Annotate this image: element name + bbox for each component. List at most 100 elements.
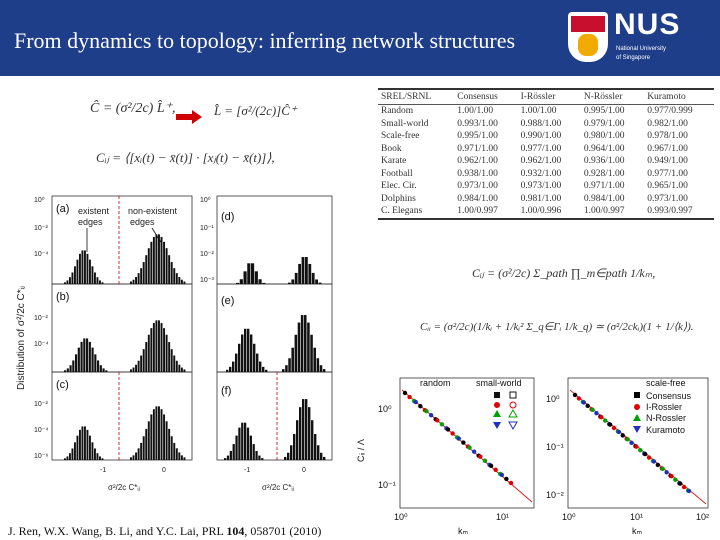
histogram-bar [160,323,163,372]
citation-authors: J. Ren, W.X. Wang, B. Li, and Y.C. Lai, … [8,524,227,538]
citation-volume: 104 [226,524,245,538]
histogram-bar [180,367,183,372]
histogram-bar [155,320,158,372]
table-cell: 0.962/1.00 [457,156,498,166]
histogram-bar [258,279,262,284]
table-cell: 0.962/1.00 [520,156,562,166]
histogram-bar [130,281,132,284]
histogram-bar [91,266,94,284]
xtick: -1 [100,467,106,474]
table-cell: 0.979/1.00 [583,118,625,129]
histogram-bar [253,343,256,372]
histogram-bar [305,257,308,284]
table-cell: Elec. Cir. [381,181,417,191]
table-cell: 0.932/1.00 [520,168,562,179]
histogram-bar [262,282,266,284]
ytick-right: 10⁻² [200,251,214,258]
table-cell: 1.00/0.996 [517,205,581,220]
panel-label-d: (d) [221,211,234,223]
ytick: 10⁻² [34,315,48,322]
histogram-bar [173,268,176,284]
scatter-point [445,427,451,432]
histogram-bar [83,338,86,372]
histogram-bar [66,368,69,372]
legend-marker-irossler-left [494,402,500,408]
histogram-bar [142,349,145,372]
histogram-bar [80,341,83,372]
histogram-bar [173,442,176,460]
histogram-bar [86,253,89,284]
histogram-bar [163,241,166,284]
table-cell: 0.965/1.00 [647,181,688,191]
histogram-bar [86,429,89,460]
scatter-point [599,414,604,420]
header-bar: From dynamics to topology: inferring net… [0,0,720,76]
scatter-point [660,466,665,472]
histogram-bar [288,358,291,372]
histogram-bar [254,271,258,284]
histogram-bar [178,364,181,372]
histogram-bar [297,322,301,372]
legend-marker-nrossler-left [493,410,501,417]
histogram-bar [150,328,153,372]
histogram-bar [308,407,311,460]
histogram-bar [291,347,294,372]
histogram-bar [247,328,250,372]
slide-title: From dynamics to topology: inferring net… [14,28,516,53]
histogram-bar [316,358,320,372]
table-cell: 0.982/1.00 [647,118,688,129]
table-cell: 0.977/1.00 [647,168,688,179]
histogram-bar [301,257,305,284]
histogram-bar [323,456,326,460]
table-cell: Football [381,168,413,179]
table-cell: 0.988/1.00 [520,118,562,129]
histogram-bar [261,458,264,460]
table-cell: 0.993/1.00 [457,118,498,129]
scatter-point [572,392,578,398]
label-small-world: small-world [476,378,522,388]
histogram-bar [304,315,307,372]
histogram-bar [86,338,89,372]
histogram-bar [163,414,166,460]
histogram-bar [96,453,99,460]
histogram-bar [288,282,291,284]
y-axis-label: Cᵢᵢ / Λ [356,439,366,462]
histogram-bar [246,427,250,460]
table-row: Random 1.00/1.00 1.00/1.00 0.995/1.00 0.977/… [378,105,714,118]
histogram-bar [158,320,160,372]
scatter-point [504,476,509,482]
panel-label-e: (e) [221,295,234,307]
table-cell: C. Elegans [378,205,455,220]
scatter-point [424,409,429,414]
table-row: Football 0.938/1.00 0.932/1.00 0.928/1.00 0.… [378,168,714,181]
scatter-point [467,445,472,450]
histogram-bar [75,354,78,372]
histogram-bar [178,452,181,460]
histogram-bar [160,236,163,284]
histogram-bar [69,365,72,372]
histogram-bar [155,234,158,284]
equation-covariance-inverse: Ĉ = (σ²/2c) L̂⁺, [90,101,176,116]
histogram-bar [140,268,143,284]
scatter-point [681,484,687,490]
table-cell: 0.949/1.00 [647,156,688,166]
histogram-bar [152,236,155,284]
table-cell: Small-world [381,118,429,129]
panel-label-f: (f) [221,385,231,397]
table-cell: 0.993/0.997 [644,205,714,220]
table-cell: 0.977/1.00 [520,143,562,154]
table-cell: 0.990/1.00 [520,131,562,141]
histogram-bar [94,272,96,284]
histogram-bar [241,334,244,372]
table-cell: 0.980/1.00 [583,131,625,141]
histogram-bar [238,343,241,372]
annotation-pointer-2 [151,227,163,245]
table-cell: 0.995/1.00 [583,106,625,116]
histogram-bar [252,444,255,460]
histogram-bar [296,420,299,460]
table-cell: Random [381,106,414,116]
scatter-point [499,472,505,478]
histogram-bar [155,406,158,460]
ytick-right: 10⁰ [546,394,560,404]
histogram-bar [84,426,86,460]
